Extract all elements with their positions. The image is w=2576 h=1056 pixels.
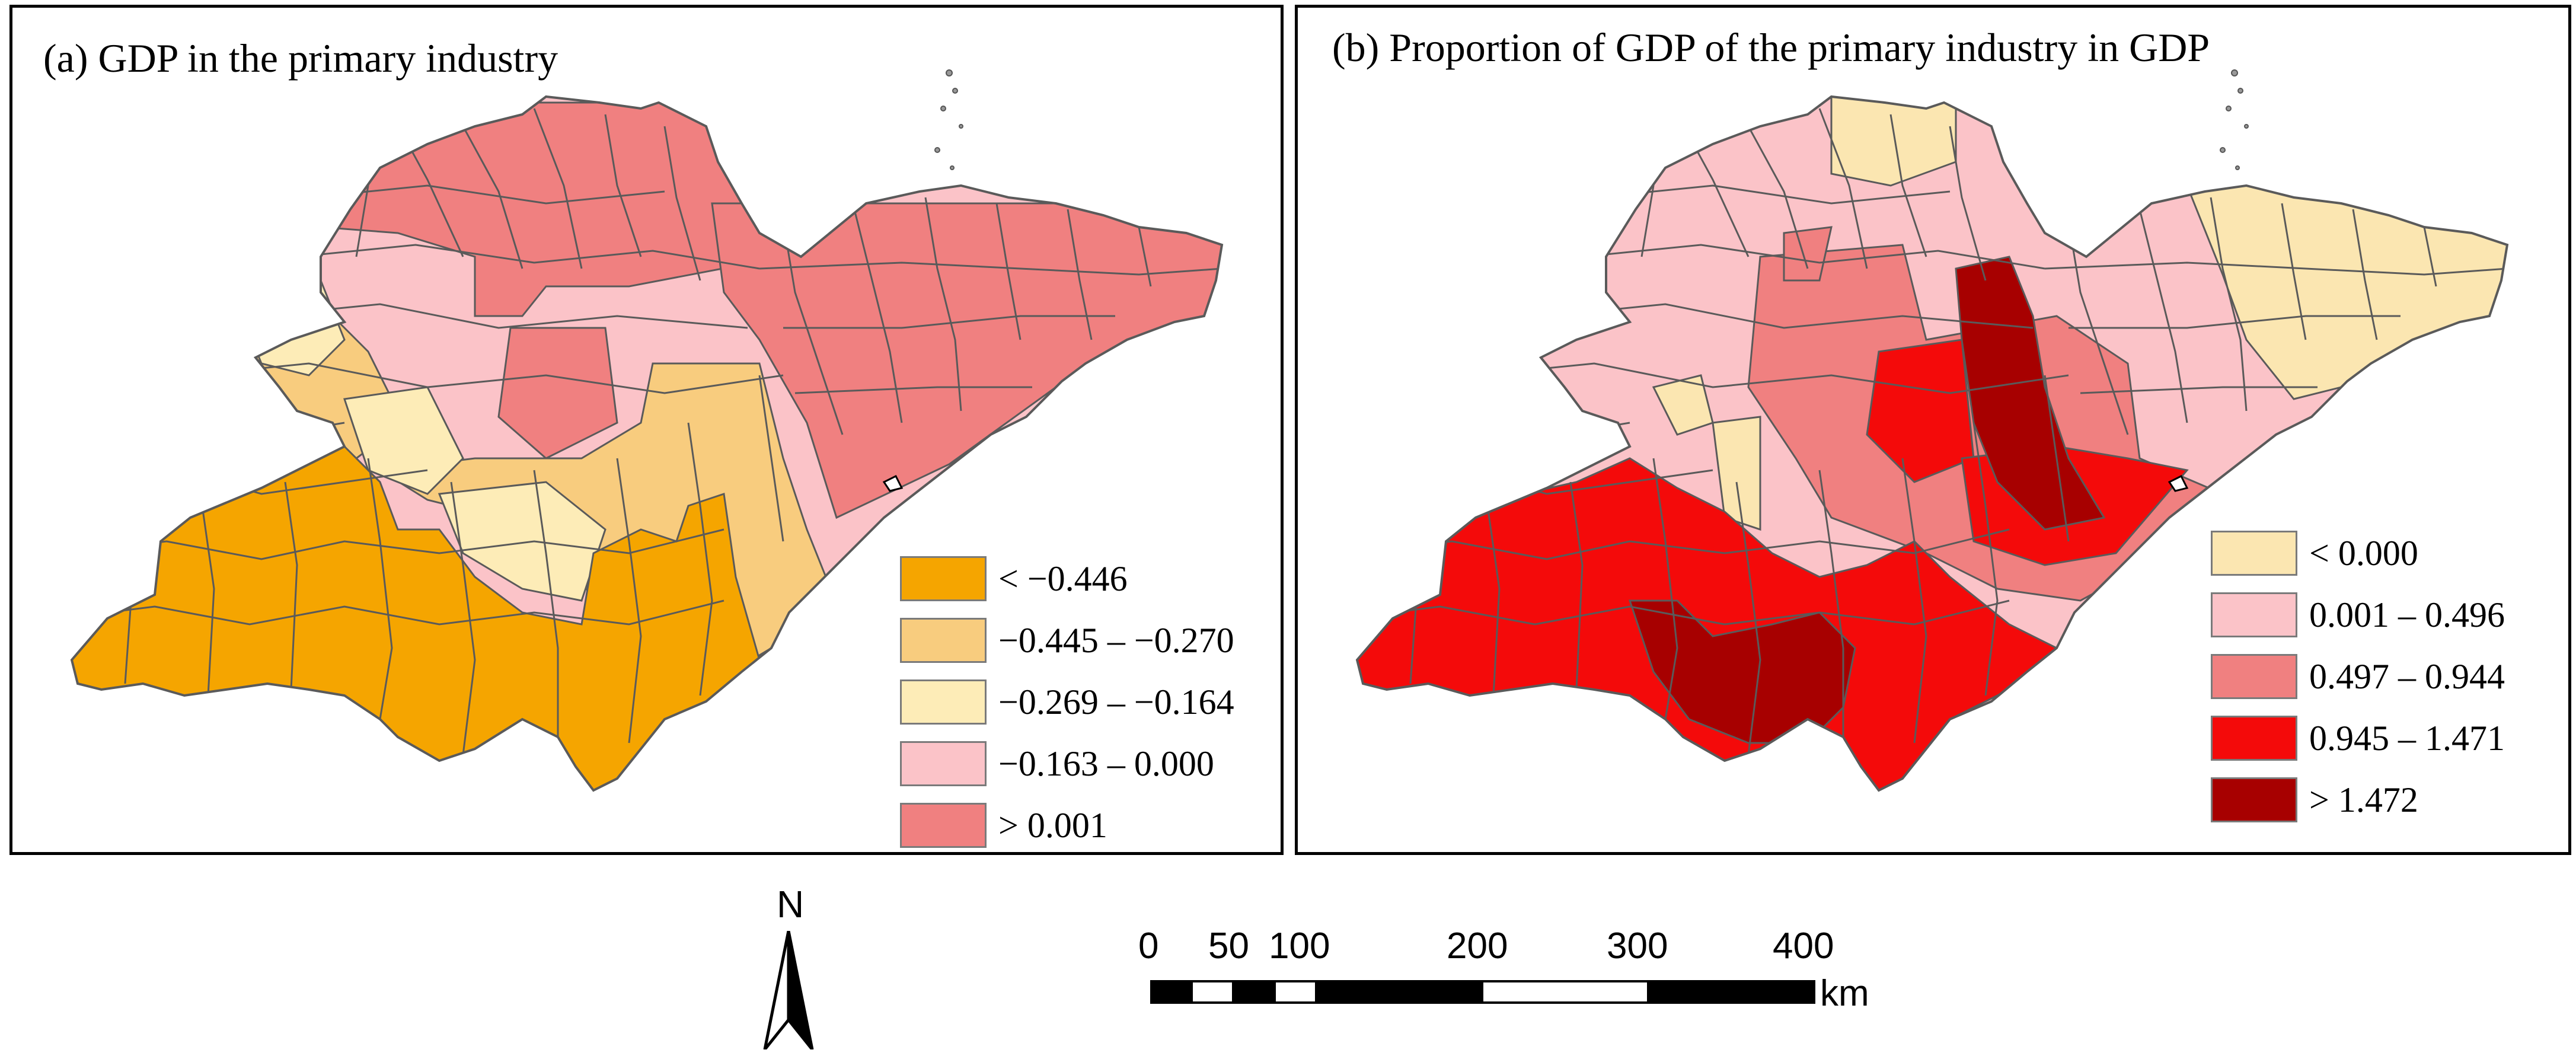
legend-b-swatch-3 [2211,654,2297,699]
panel-a: (a) GDP in the primary industry [9,5,1284,855]
map-a [70,69,1224,792]
legend-a-label-2: −0.445 – −0.270 [998,621,1234,660]
legend-b-label-2: 0.001 – 0.496 [2309,595,2505,634]
scale-tick-0: 0 [1138,926,1159,966]
legend-b-swatch-1 [2211,531,2297,576]
legend-a-label-4: −0.163 – 0.000 [998,744,1214,783]
scale-tick-50: 50 [1208,926,1249,966]
legend-a-label-1: < −0.446 [998,559,1128,598]
legend-a-swatch-2 [900,618,987,663]
scale-tick-100: 100 [1269,926,1330,966]
panel-b-title: (b) Proportion of GDP of the primary ind… [1332,25,2210,70]
legend-a-label-3: −0.269 – −0.164 [998,682,1234,722]
legend-a-swatch-3 [900,679,987,725]
panel-b: (b) Proportion of GDP of the primary ind… [1295,5,2571,855]
north-arrow-label: N [777,883,805,926]
north-arrow-icon [763,931,814,1049]
north-arrow: N [753,883,814,1049]
legend-b-swatch-2 [2211,592,2297,637]
legend-b-swatch-4 [2211,716,2297,761]
scale-unit: km [1820,973,1869,1014]
scale-bar: 0 50 100 200 300 400 km [1126,925,1897,1014]
legend-a-swatch-4 [900,741,987,786]
scale-tick-400: 400 [1773,926,1834,966]
legend-b-label-3: 0.497 – 0.944 [2309,657,2505,696]
legend-b-label-4: 0.945 – 1.471 [2309,719,2505,758]
legend-a-swatch-5 [900,803,987,848]
legend-b-label-1: < 0.000 [2309,534,2418,573]
scale-bar-graphic [1150,980,1815,1004]
map-b [1355,69,2509,792]
scale-tick-200: 200 [1447,926,1508,966]
scale-tick-300: 300 [1607,926,1668,966]
panel-a-title: (a) GDP in the primary industry [43,36,558,81]
legend-b-label-5: > 1.472 [2309,780,2418,819]
legend-a-swatch-1 [900,556,987,601]
legend-a-label-5: > 0.001 [998,806,1107,845]
legend-b-swatch-5 [2211,777,2297,822]
